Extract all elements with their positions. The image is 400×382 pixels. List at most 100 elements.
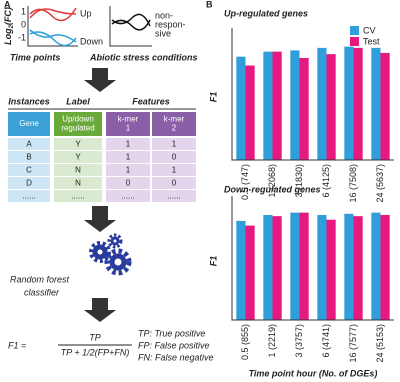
cell <box>54 138 102 150</box>
bar <box>290 212 300 320</box>
bar <box>272 216 282 320</box>
bar <box>326 54 336 160</box>
cell-text: Y <box>75 153 81 162</box>
cell <box>106 151 150 163</box>
definition: FN: False negative <box>138 352 214 362</box>
line-label: Up <box>80 8 92 18</box>
axis <box>231 28 394 161</box>
column-header <box>152 112 196 136</box>
cell-text: 0 <box>172 179 177 188</box>
cell-text: N <box>75 166 81 175</box>
column-header-text: 1 <box>126 124 131 133</box>
bar <box>326 219 336 320</box>
column-header <box>54 112 102 136</box>
group-header: Instances <box>8 96 50 106</box>
feature-table: Instances Label Features Gene Up/downregulat… <box>8 96 196 202</box>
arrow <box>84 206 116 232</box>
cell <box>152 138 196 150</box>
column-header-text: 2 <box>172 124 177 133</box>
chart-title: Up-regulated genes <box>224 8 308 18</box>
cell-text: ...... <box>121 192 134 201</box>
bar <box>353 47 363 160</box>
group-header: Features <box>132 96 170 106</box>
cell-text: 1 <box>172 166 177 175</box>
panel-label: A <box>4 0 11 9</box>
panel-label: B <box>206 0 213 9</box>
column-header-text: Up/down <box>62 115 94 124</box>
cell-text: ...... <box>167 192 180 201</box>
column-header <box>106 112 150 136</box>
column-header-text: regulated <box>61 124 94 133</box>
column-header <box>8 112 50 136</box>
x-tick-label: 3 (3757) <box>294 324 304 358</box>
cell <box>8 138 50 150</box>
flat-line <box>111 19 151 31</box>
bar <box>299 212 309 320</box>
cell <box>106 190 150 202</box>
y-axis-label: Log2(FC) <box>3 7 14 45</box>
bar <box>380 214 390 320</box>
bar <box>353 216 363 320</box>
cell <box>106 164 150 176</box>
cell <box>152 164 196 176</box>
chart-title: Down-regulated genes <box>224 184 321 194</box>
gears-icon <box>89 233 132 276</box>
formula-denominator: TP + 1/2(FP+FN) <box>61 347 130 357</box>
bar <box>272 51 282 160</box>
arrow <box>84 68 116 92</box>
cell-text: N <box>75 179 81 188</box>
bar <box>371 212 381 320</box>
down-line <box>29 31 77 47</box>
classifier-label: classifier <box>24 287 60 297</box>
cell-text: C <box>26 166 32 175</box>
bar <box>344 213 354 320</box>
cell <box>152 151 196 163</box>
x-axis-label: Time point hour (No. of DGEs) <box>249 368 378 378</box>
up-line <box>29 7 77 22</box>
cell <box>8 164 50 176</box>
cell-text: 1 <box>126 140 131 149</box>
mini-axis <box>27 6 78 47</box>
cell-text: 1 <box>126 166 131 175</box>
bar <box>236 56 246 160</box>
formula-lhs: F1 = <box>8 340 26 350</box>
cell-text: ...... <box>22 192 35 201</box>
cell <box>54 151 102 163</box>
bar <box>344 46 354 160</box>
x-tick-label: 0.5 (855) <box>240 324 250 360</box>
x-tick-label: 1 (2068) <box>267 164 277 198</box>
cell-text: ...... <box>71 192 84 201</box>
cell-text: A <box>26 140 32 149</box>
x-tick-label: 3 (1830) <box>294 164 304 198</box>
tick-label: 1 <box>21 6 26 16</box>
cell-text: Y <box>75 140 81 149</box>
cell <box>54 164 102 176</box>
line-label: sive <box>155 28 171 38</box>
bar <box>245 225 255 320</box>
flat-line <box>111 13 151 27</box>
cell-text: 0 <box>126 179 131 188</box>
x-axis-label: Time points <box>10 52 60 62</box>
cell <box>54 177 102 189</box>
cell <box>8 177 50 189</box>
bar <box>299 57 309 160</box>
cell-text: D <box>26 179 32 188</box>
axis <box>231 196 394 321</box>
cell <box>106 138 150 150</box>
y-axis-label: F1 <box>208 92 218 103</box>
column-header-text: k-mer <box>164 115 185 124</box>
bar <box>290 50 300 160</box>
legend-label: CV <box>363 25 376 35</box>
cell <box>54 190 102 202</box>
cell-text: B <box>26 153 31 162</box>
x-tick-label: 6 (4125) <box>321 164 331 198</box>
formula-numerator: TP <box>89 332 101 342</box>
arrow <box>84 298 116 322</box>
bar <box>236 220 246 320</box>
up-line <box>29 8 77 19</box>
column-header-text: Gene <box>19 119 39 128</box>
x-tick-label: 24 (5153) <box>375 324 385 363</box>
column-header-text: k-mer <box>118 115 139 124</box>
bar <box>263 51 273 160</box>
